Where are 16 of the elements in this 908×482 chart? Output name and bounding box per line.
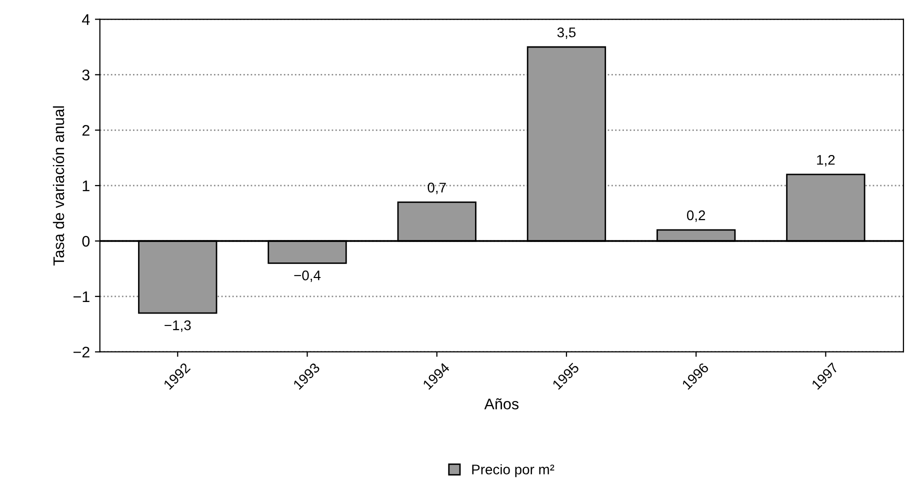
y-tick-label: 3	[82, 70, 90, 80]
data-label: 0,2	[686, 210, 706, 222]
y-tick-label: 1	[82, 180, 90, 192]
data-label: 0,7	[428, 182, 446, 194]
data-label: 3,5	[557, 27, 576, 39]
x-axis-title: Años	[484, 398, 519, 410]
y-tick-label: −1	[73, 291, 90, 302]
data-label: −0,4	[294, 270, 321, 282]
y-tick-label: −2	[73, 346, 90, 358]
legend-label: Precio por m²	[472, 464, 554, 478]
y-tick-label: 0	[82, 236, 90, 247]
y-axis-title: Tasa de variación anual	[52, 106, 64, 266]
y-tick-label: 2	[82, 125, 90, 136]
y-tick-label: 4	[82, 14, 90, 25]
data-label: −1,3	[164, 320, 191, 332]
data-label: 1,2	[817, 154, 835, 166]
